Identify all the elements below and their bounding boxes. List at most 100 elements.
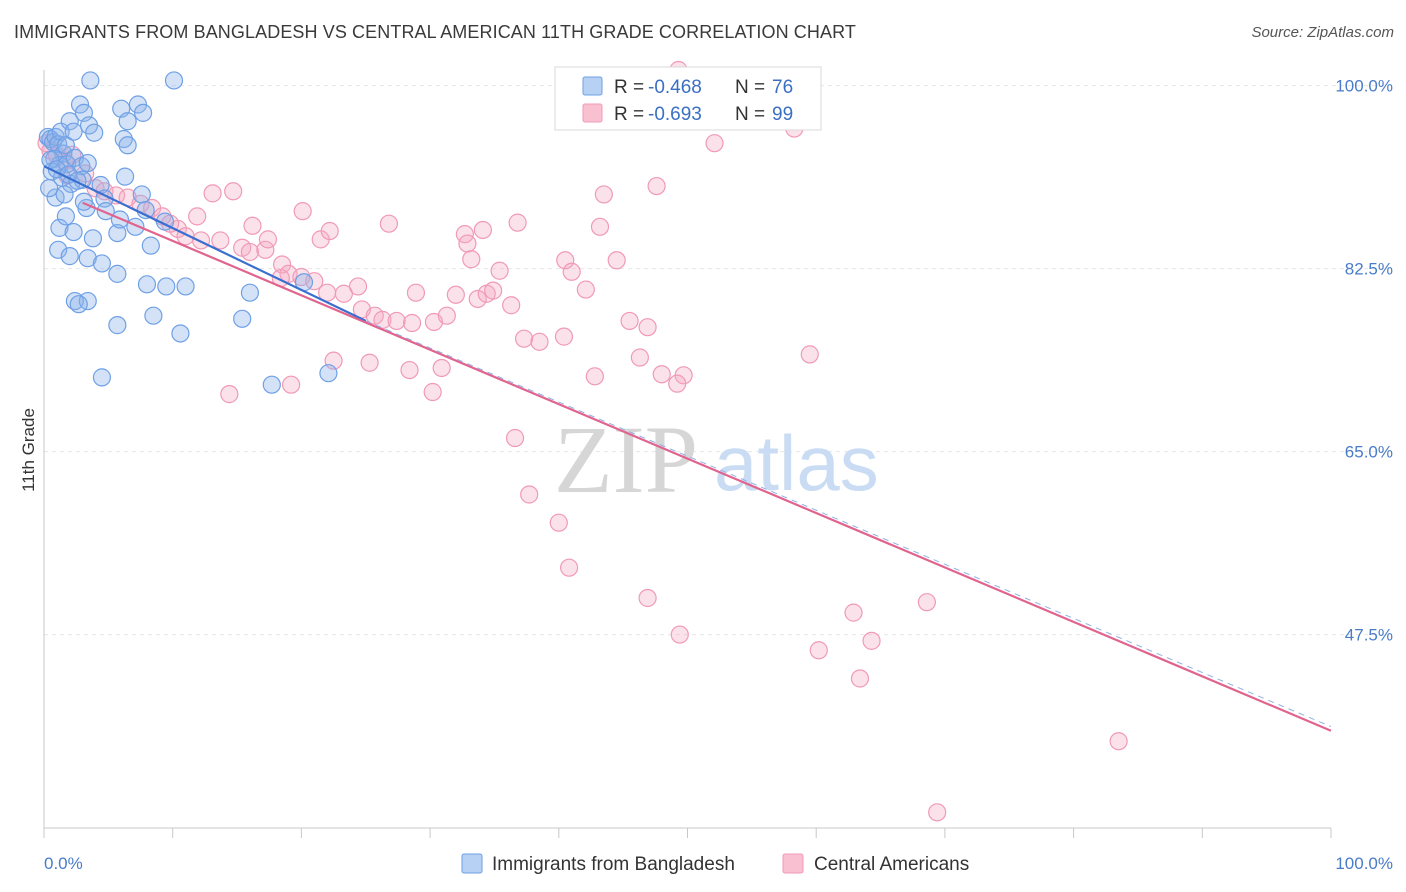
blue-point-62 xyxy=(92,368,112,387)
blue-point-9 xyxy=(56,136,75,155)
pink-point-74 xyxy=(188,207,207,226)
legend-n-label-2: N = xyxy=(735,104,765,125)
series-legend-label-blue: Immigrants from Bangladesh xyxy=(492,854,735,875)
pink-point-94 xyxy=(850,669,870,688)
y-axis-title: 11th Grade xyxy=(19,408,38,492)
x-tick-label-1: 100.0% xyxy=(1335,854,1393,873)
blue-point-68 xyxy=(68,171,87,190)
blue-point-48 xyxy=(92,254,112,273)
pink-point-67 xyxy=(638,318,657,337)
pink-point-38 xyxy=(490,261,509,280)
blue-point-19 xyxy=(133,103,153,122)
series-legend-label-pink: Central Americans xyxy=(814,854,969,875)
blue-point-0 xyxy=(81,71,100,90)
pink-point-90 xyxy=(638,588,657,608)
central-americans-points xyxy=(37,60,1128,822)
pink-point-65 xyxy=(607,251,626,270)
pink-point-48 xyxy=(647,176,666,196)
blue-point-69 xyxy=(40,179,59,198)
series-legend-swatch-blue xyxy=(461,853,483,874)
pink-point-71 xyxy=(224,182,243,201)
chart-title: IMMIGRANTS FROM BANGLADESH VS CENTRAL AM… xyxy=(14,22,856,42)
pink-point-96 xyxy=(917,593,936,612)
pink-point-17 xyxy=(191,231,211,250)
pink-point-97 xyxy=(1109,732,1128,751)
legend-r-value-1: -0.468 xyxy=(648,77,702,98)
blue-point-50 xyxy=(137,275,157,294)
blue-point-53 xyxy=(240,283,260,302)
pink-point-64 xyxy=(590,217,610,236)
pink-point-80 xyxy=(423,382,442,402)
pink-point-51 xyxy=(293,202,312,221)
blue-point-21 xyxy=(118,136,137,155)
pink-point-63 xyxy=(576,280,595,299)
pink-point-42 xyxy=(554,327,574,346)
pink-point-91 xyxy=(670,625,689,644)
pink-point-21 xyxy=(256,240,275,259)
pink-point-82 xyxy=(360,353,379,372)
blue-point-15 xyxy=(85,123,104,142)
blue-point-74 xyxy=(74,192,93,211)
blue-point-44 xyxy=(108,224,127,243)
pink-point-35 xyxy=(446,285,465,304)
y-tick-label-0: 100.0% xyxy=(1335,77,1393,96)
pink-point-18 xyxy=(211,231,230,250)
pink-point-92 xyxy=(809,641,828,660)
pink-point-61 xyxy=(556,251,575,270)
pink-point-41 xyxy=(530,332,549,351)
blue-point-58 xyxy=(144,306,163,325)
blue-point-1 xyxy=(164,71,184,90)
pink-point-85 xyxy=(220,385,239,404)
watermark-atlas: atlas xyxy=(714,419,879,507)
legend-n-value-1: 76 xyxy=(772,77,793,98)
pink-point-68 xyxy=(652,365,671,384)
pink-point-84 xyxy=(282,375,301,394)
pink-point-95 xyxy=(862,631,881,650)
blue-point-63 xyxy=(319,364,338,383)
blue-point-7 xyxy=(51,122,70,141)
correlation-legend: R = -0.468 N = 76 R = -0.693 N = 99 xyxy=(554,66,822,131)
pink-point-32 xyxy=(402,313,422,333)
pink-point-73 xyxy=(258,230,278,249)
source-credit: Source: ZipAtlas.com xyxy=(1251,24,1394,41)
pink-point-59 xyxy=(484,281,503,300)
blue-point-10 xyxy=(60,112,79,131)
blue-point-45 xyxy=(49,240,68,259)
legend-r-label-1: R = xyxy=(614,77,644,98)
pink-point-86 xyxy=(505,428,525,448)
blue-point-46 xyxy=(60,247,79,266)
blue-trend-line xyxy=(43,165,367,322)
blue-point-33 xyxy=(115,167,135,186)
y-tick-label-1: 82.5% xyxy=(1345,260,1393,279)
grid xyxy=(44,85,1391,636)
pink-point-77 xyxy=(348,277,368,296)
blue-point-73 xyxy=(141,236,160,255)
blue-point-27 xyxy=(78,153,97,173)
pink-point-89 xyxy=(559,558,579,577)
blue-point-52 xyxy=(176,277,195,296)
pink-point-60 xyxy=(508,213,527,232)
blue-point-51 xyxy=(157,277,176,296)
legend-swatch-blue xyxy=(582,76,603,96)
x-tick-marks xyxy=(43,828,1332,838)
pink-point-72 xyxy=(243,216,262,235)
blue-point-47 xyxy=(78,249,97,268)
pink-point-66 xyxy=(620,311,639,331)
pink-point-79 xyxy=(432,358,451,378)
pink-point-57 xyxy=(462,250,481,269)
pink-point-47 xyxy=(594,185,613,204)
pink-point-78 xyxy=(406,283,426,302)
legend-r-value-2: -0.693 xyxy=(648,104,702,125)
blue-point-35 xyxy=(55,185,74,204)
pink-point-22 xyxy=(272,255,292,274)
pink-point-27 xyxy=(334,284,353,303)
series-legend-swatch-pink xyxy=(782,853,804,874)
blue-point-64 xyxy=(262,375,281,394)
pink-point-20 xyxy=(240,242,260,262)
pink-point-69 xyxy=(668,374,687,393)
blue-point-75 xyxy=(56,207,75,226)
pink-point-98 xyxy=(928,803,947,822)
x-tick-labels: 0.0% 100.0% xyxy=(44,854,1393,873)
blue-point-59 xyxy=(171,324,190,343)
